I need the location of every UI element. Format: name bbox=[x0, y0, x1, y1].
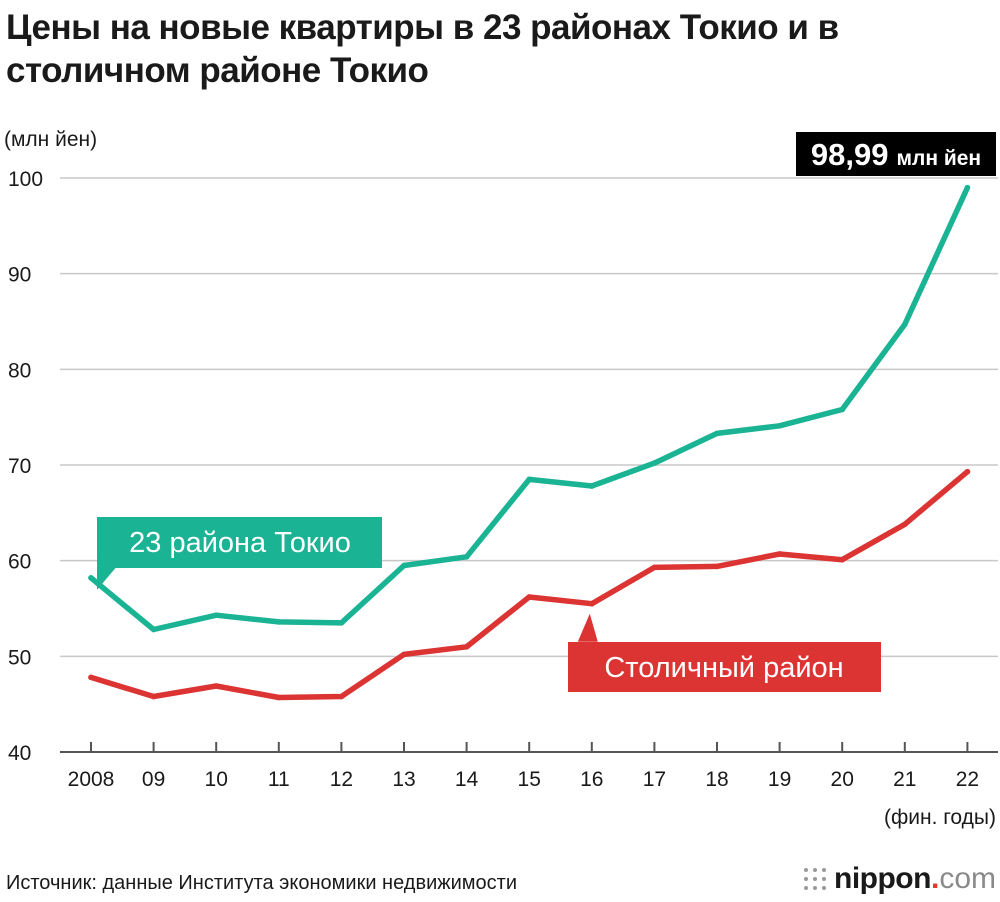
series-label-box-tokyo-23-wards bbox=[97, 517, 382, 568]
logo-name: nippon bbox=[834, 862, 931, 895]
y-tick-label-100: 100 bbox=[8, 168, 43, 191]
logo-tld: com bbox=[939, 862, 996, 895]
x-tick-label-10: 10 bbox=[205, 768, 228, 791]
y-tick-label-50: 50 bbox=[8, 646, 31, 669]
x-tick-label-17: 17 bbox=[643, 768, 666, 791]
x-tick-label-20: 20 bbox=[831, 768, 854, 791]
data-point-metropolitan-area-20 bbox=[839, 556, 845, 563]
data-point-metropolitan-area-10 bbox=[213, 683, 219, 689]
y-tick-label-40: 40 bbox=[8, 742, 31, 765]
source-note: Источник: данные Института экономики нед… bbox=[6, 872, 518, 894]
data-point-metropolitan-area-17 bbox=[651, 564, 658, 571]
axes: 40 50 60 70 80 90 100 (млн йен) 2008 09 10 11 12 13 14… bbox=[4, 128, 998, 829]
y-tick-label-70: 70 bbox=[8, 455, 31, 478]
x-axis-label: (фин. годы) bbox=[884, 806, 996, 829]
nippon-logo: nippon. com bbox=[804, 862, 996, 896]
data-point-tokyo-23-wards-10 bbox=[213, 612, 219, 618]
x-tick-label-14: 14 bbox=[455, 768, 479, 791]
data-point-tokyo-23-wards-11 bbox=[276, 619, 282, 625]
data-point-metropolitan-area-22 bbox=[964, 468, 971, 475]
data-point-metropolitan-area-12 bbox=[338, 693, 345, 700]
data-point-metropolitan-area-21 bbox=[902, 521, 908, 528]
series-label-box-metropolitan-area bbox=[568, 642, 881, 692]
logo-separator: . bbox=[930, 862, 940, 895]
data-point-metropolitan-area-19 bbox=[776, 551, 783, 557]
logo-dots-icon bbox=[804, 868, 826, 890]
data-point-metropolitan-area-13 bbox=[401, 651, 407, 658]
series-label-metropolitan-area: Столичный район bbox=[604, 652, 843, 684]
data-point-metropolitan-area-16 bbox=[589, 600, 595, 607]
data-point-tokyo-23-wards-16 bbox=[589, 483, 595, 489]
peak-value-badge bbox=[796, 132, 996, 176]
data-point-tokyo-23-wards-12 bbox=[338, 620, 345, 626]
data-point-metropolitan-area-14 bbox=[463, 643, 470, 650]
peak-value-number: 98,99 bbox=[811, 137, 889, 172]
y-tick-label-80: 80 bbox=[8, 359, 31, 382]
data-point-metropolitan-area-18 bbox=[714, 563, 720, 570]
data-point-tokyo-23-wards-18 bbox=[714, 430, 720, 437]
data-point-tokyo-23-wards-15 bbox=[526, 476, 532, 483]
data-point-tokyo-23-wards-22 bbox=[964, 184, 971, 191]
data-point-tokyo-23-wards-20 bbox=[839, 406, 845, 413]
x-tick-label-18: 18 bbox=[705, 768, 728, 791]
x-tick-label-09: 09 bbox=[142, 768, 165, 791]
data-point-tokyo-23-wards-2008 bbox=[88, 575, 94, 581]
x-tick-label-2008: 2008 bbox=[68, 768, 115, 791]
peak-value-unit: млн йен bbox=[896, 147, 981, 170]
x-tick-label-11: 11 bbox=[268, 768, 290, 791]
x-tick-label-12: 12 bbox=[330, 768, 353, 791]
x-tick-label-19: 19 bbox=[768, 768, 791, 791]
x-tick-label-15: 15 bbox=[518, 768, 541, 791]
y-tick-label-90: 90 bbox=[8, 264, 31, 287]
data-point-metropolitan-area-2008 bbox=[88, 674, 94, 681]
x-tick-label-13: 13 bbox=[392, 768, 415, 791]
data-point-tokyo-23-wards-19 bbox=[776, 422, 783, 429]
data-point-tokyo-23-wards-21 bbox=[902, 321, 908, 328]
data-point-metropolitan-area-11 bbox=[276, 694, 282, 701]
data-point-metropolitan-area-09 bbox=[150, 693, 157, 700]
y-tick-label-60: 60 bbox=[8, 551, 31, 574]
data-point-tokyo-23-wards-13 bbox=[401, 562, 407, 569]
x-tick-label-22: 22 bbox=[956, 768, 979, 791]
series-label-tokyo-23-wards: 23 района Токио bbox=[129, 527, 351, 559]
y-axis-label: (млн йен) bbox=[4, 128, 97, 151]
data-point-tokyo-23-wards-14 bbox=[463, 554, 470, 560]
peak-value-label: 98,99 млн йен bbox=[811, 137, 981, 172]
gridlines bbox=[60, 177, 998, 658]
data-point-tokyo-23-wards-09 bbox=[150, 626, 157, 633]
series-label-pointer-tokyo-23-wards bbox=[97, 563, 119, 590]
x-tick-label-16: 16 bbox=[580, 768, 603, 791]
series-label-pointer-metropolitan-area bbox=[577, 613, 598, 642]
chart-title: Цены на новые квартиры в 23 районах Токи… bbox=[6, 8, 839, 90]
data-point-tokyo-23-wards-17 bbox=[651, 460, 658, 466]
x-tick-label-21: 21 bbox=[893, 768, 916, 791]
series-labels: 23 района Токио Столичный район 98,99 млн й… bbox=[97, 132, 996, 692]
data-point-metropolitan-area-15 bbox=[526, 594, 532, 600]
series-lines bbox=[88, 184, 971, 701]
